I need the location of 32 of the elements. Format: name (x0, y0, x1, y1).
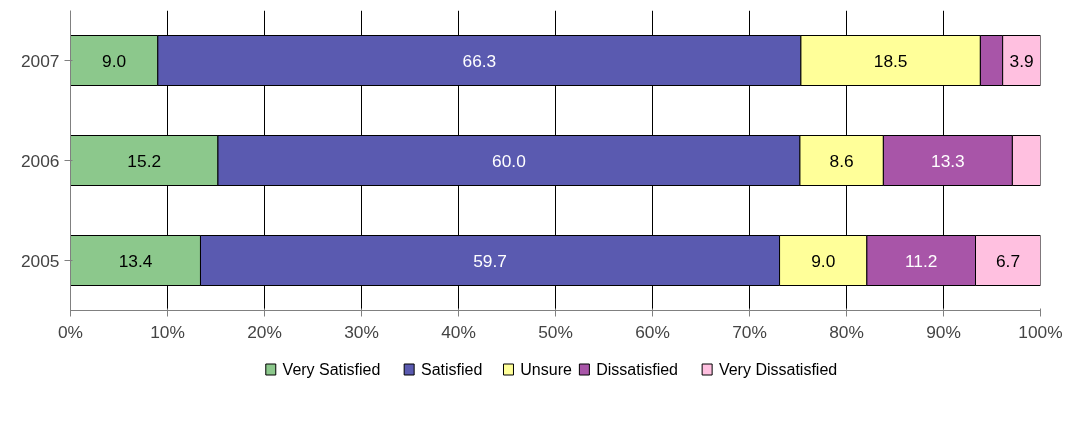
x-tick-label: 10% (150, 321, 185, 342)
x-tick-label: 40% (441, 321, 476, 342)
data-label: 18.5 (873, 50, 908, 71)
data-label: 60.0 (492, 150, 526, 171)
x-tick-label: 100% (1018, 321, 1063, 342)
data-label: 15.2 (127, 150, 162, 171)
x-tick-label: 0% (57, 321, 84, 342)
data-label: 8.6 (829, 150, 854, 171)
data-label: 59.7 (473, 250, 507, 271)
data-label: 13.3 (931, 150, 965, 171)
legend-label: Very Dissatisfied (718, 361, 838, 378)
x-tick-label: 30% (344, 321, 379, 342)
data-label: 6.7 (995, 250, 1021, 271)
x-tick-label: 50% (538, 321, 573, 342)
data-label: 9.0 (102, 50, 127, 71)
x-tick-label: 70% (732, 321, 767, 342)
legend-label: Very Satisfied (282, 361, 381, 378)
data-label: 3.9 (1009, 50, 1034, 71)
x-tick-label: 20% (247, 321, 282, 342)
data-label: 13.4 (118, 250, 153, 271)
data-label: 9.0 (811, 250, 836, 271)
data-label: 66.3 (462, 50, 497, 71)
legend-label: Unsure (520, 361, 572, 378)
y-tick-label: 2006 (20, 150, 60, 171)
x-tick-label: 60% (635, 321, 670, 342)
data-label: 11.2 (904, 250, 938, 271)
x-tick-label: 80% (829, 321, 864, 342)
x-tick-label: 90% (926, 321, 961, 342)
legend-label: Satisfied (420, 361, 483, 378)
legend-label: Dissatisfied (596, 361, 678, 378)
y-tick-label: 2005 (20, 250, 60, 271)
y-tick-label: 2007 (20, 50, 60, 71)
